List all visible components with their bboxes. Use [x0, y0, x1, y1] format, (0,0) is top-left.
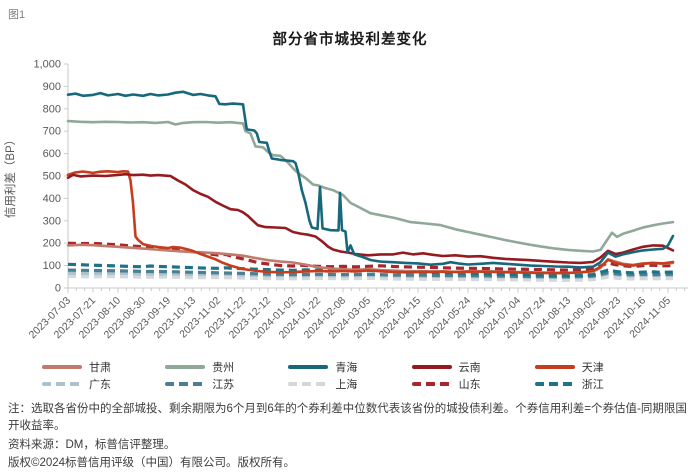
legend-item-gansu: 甘肃 — [42, 360, 165, 374]
legend-item-qinghai: 青海 — [288, 360, 411, 374]
y-tick-label: 700 — [43, 126, 61, 138]
line-chart: 01002003004005006007008009001,0002023-07… — [3, 59, 688, 342]
legend-label-yunnan: 云南 — [458, 362, 481, 374]
chart-title: 部分省市城投利差变化 — [272, 32, 428, 48]
legend-item-shanghai: 上海 — [288, 377, 411, 391]
note-text: 注：选取各省份中的全部城投、剩余期限为6个月到6年的个券利差中位数代表该省份的城… — [8, 403, 687, 433]
series-line-guizhou — [66, 119, 675, 253]
legend-label-shandong: 山东 — [458, 379, 481, 391]
series-line-qinghai — [66, 90, 675, 269]
y-tick-label: 400 — [43, 193, 61, 205]
chart-legend: 甘肃 贵州 青海 云南 天津广东 江苏 上海 山东 浙江 — [42, 360, 658, 391]
legend-swatch-yunnan — [411, 365, 452, 369]
legend-label-guizhou: 贵州 — [212, 362, 235, 374]
axis-tick-labels: 01002003004005006007008009001,0002023-07… — [3, 59, 673, 342]
y-tick-label: 500 — [43, 171, 61, 183]
figure-label: 图1 — [8, 9, 26, 21]
y-tick-label: 1,000 — [33, 59, 61, 71]
y-tick-label: 900 — [43, 81, 61, 93]
y-tick-label: 100 — [43, 260, 61, 272]
legend-swatch-qinghai — [288, 365, 329, 369]
legend-swatch-guizhou — [165, 365, 206, 369]
y-tick-label: 0 — [55, 283, 61, 295]
legend-label-jiangsu: 江苏 — [212, 379, 235, 391]
source-text: 资料来源：DM，标普信评整理。 — [8, 438, 176, 451]
legend-swatch-shanghai — [288, 382, 329, 386]
y-axis-label: 信用利差（BP） — [3, 134, 17, 218]
legend-swatch-jiangsu — [165, 382, 206, 386]
series-line-yunnan — [66, 172, 675, 265]
legend-swatch-zhejiang — [534, 382, 575, 386]
series-lines — [66, 90, 675, 282]
legend-swatch-guangdong — [42, 382, 82, 386]
legend-item-tianjin: 天津 — [534, 360, 658, 374]
legend-item-jiangsu: 江苏 — [165, 377, 288, 391]
legend-label-qinghai: 青海 — [335, 362, 358, 374]
y-tick-label: 200 — [43, 238, 61, 250]
legend-swatch-shandong — [411, 382, 452, 386]
legend-item-guangdong: 广东 — [42, 377, 165, 391]
legend-swatch-tianjin — [534, 365, 575, 369]
legend-label-gansu: 甘肃 — [89, 362, 111, 374]
series-line-shandong — [67, 241, 674, 272]
copyright-text: 版权©2024标普信用评级（中国）有限公司。版权所有。 — [8, 456, 296, 469]
chart-notes: 注：选取各省份中的全部城投、剩余期限为6个月到6年的个券利差中位数代表该省份的城… — [8, 401, 694, 473]
legend-label-shanghai: 上海 — [335, 379, 358, 391]
legend-swatch-gansu — [42, 365, 82, 369]
legend-item-yunnan: 云南 — [411, 360, 535, 374]
y-tick-label: 800 — [43, 103, 61, 115]
legend-label-guangdong: 广东 — [89, 379, 111, 391]
legend-label-zhejiang: 浙江 — [581, 379, 604, 391]
y-tick-label: 300 — [43, 215, 61, 227]
legend-item-guizhou: 贵州 — [165, 360, 288, 374]
legend-item-zhejiang: 浙江 — [534, 377, 658, 391]
series-line-tianjin — [66, 170, 675, 275]
y-tick-label: 600 — [43, 148, 61, 160]
legend-label-tianjin: 天津 — [581, 362, 604, 374]
chart-axes — [64, 63, 688, 293]
legend-item-shandong: 山东 — [411, 377, 535, 391]
